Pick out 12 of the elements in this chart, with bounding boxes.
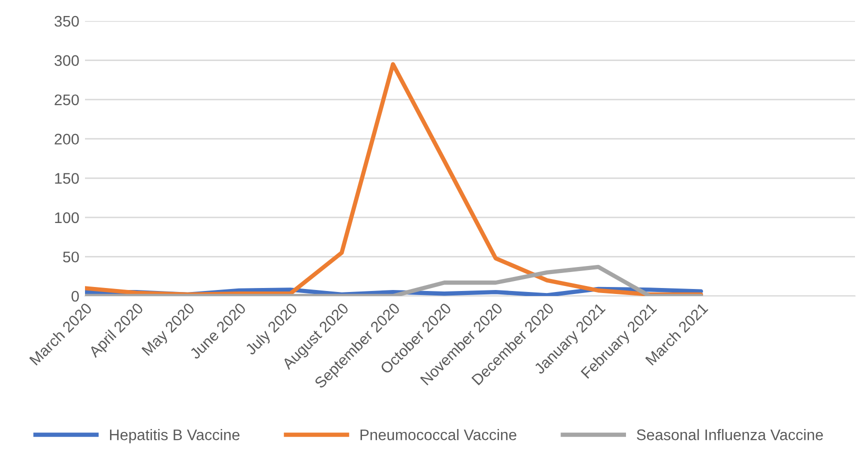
legend-label: Pneumococcal Vaccine [360, 429, 516, 440]
y-tick-label: 150 [55, 173, 79, 184]
y-tick-label: 0 [72, 290, 79, 302]
y-tick-label: 350 [54, 16, 79, 27]
y-tick-label: 100 [55, 212, 79, 224]
y-tick-label: 300 [54, 55, 79, 66]
y-tick-label: 250 [54, 94, 79, 106]
y-tick-label: 200 [54, 134, 79, 145]
legend-label: Hepatitis B Vaccine [110, 429, 240, 444]
y-tick-label: 50 [63, 252, 79, 262]
line-series [85, 264, 704, 296]
legend-label: Seasonal Influenza Vaccine [636, 429, 823, 440]
